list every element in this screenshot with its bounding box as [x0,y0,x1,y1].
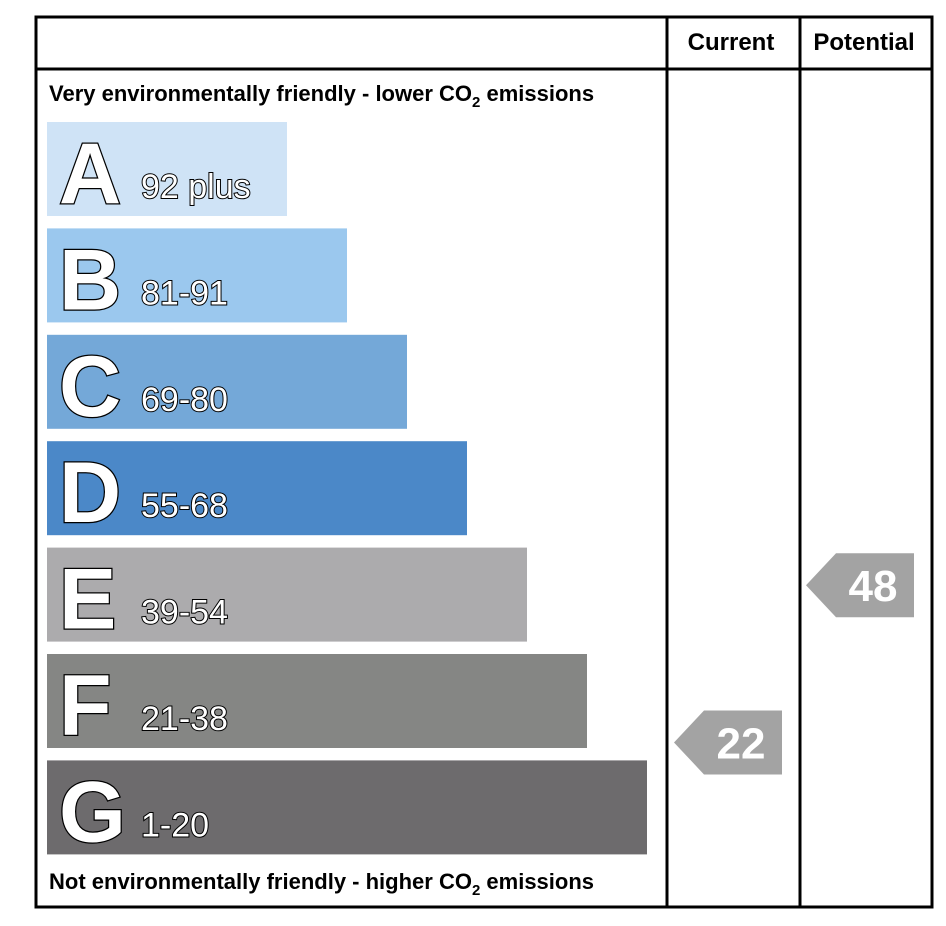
band-range-c: 69-80 [141,381,228,419]
band-bar-d [47,441,467,536]
band-c: C 69-80 [47,334,407,436]
current-rating-value: 22 [717,719,766,768]
band-range-g: 1-20 [141,806,209,844]
band-letter-f: F [59,658,112,754]
band-letter-a: A [59,126,121,222]
band-f: F 21-38 [47,654,587,755]
band-letter-c: C [59,339,121,435]
band-range-e: 39-54 [141,594,228,632]
potential-rating-arrow [806,553,914,618]
band-letter-d: D [59,445,121,541]
current-header: Current [688,29,775,56]
band-g: G 1-20 [47,760,647,862]
bottom-caption: Not environmentally friendly - higher CO… [49,869,594,899]
band-bar-a [47,122,287,216]
rating-markers: 22 48 [674,553,914,775]
current-rating-arrow [674,710,782,775]
band-e: E 39-54 [47,547,527,649]
band-a: A 92 plus [47,122,287,223]
band-b: B 81-91 [47,228,347,330]
rating-bands: A 92 plus B 81-91 C 69-80 D 55-68 E 39-54 F 21-38 G 1… [47,122,647,862]
band-bar-b [47,228,347,323]
band-bar-e [47,547,527,642]
band-range-a: 92 plus [141,168,251,206]
band-letter-b: B [59,232,121,328]
band-letter-e: E [59,552,116,648]
band-range-b: 81-91 [141,274,228,312]
band-bar-c [47,334,407,429]
potential-rating-marker: 48 [806,553,914,618]
current-rating-marker: 22 [674,710,782,775]
potential-rating-value: 48 [849,562,898,611]
chart-frame [34,15,934,909]
band-bar-g [47,760,647,855]
band-letter-g: G [59,764,126,860]
potential-header: Potential [813,29,914,56]
band-d: D 55-68 [47,441,467,542]
band-range-f: 21-38 [141,700,228,738]
band-bar-f [47,654,587,748]
top-caption: Very environmentally friendly - lower CO… [49,81,594,111]
band-range-d: 55-68 [141,487,228,525]
